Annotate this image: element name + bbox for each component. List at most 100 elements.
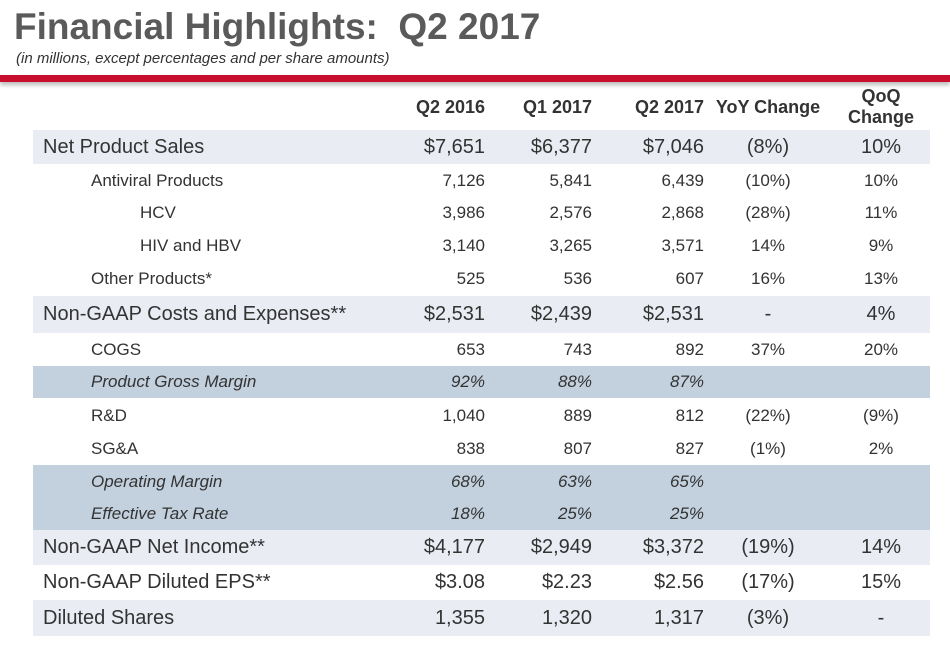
cell: 3,571 <box>661 235 704 255</box>
table-row: R&D 1,040 889 812 (22%) (9%) <box>33 398 930 433</box>
subtitle: (in millions, except percentages and per… <box>16 50 390 67</box>
cell: 807 <box>563 439 592 458</box>
row-label: Antiviral Products <box>91 170 224 190</box>
row-label: Non-GAAP Net Income** <box>33 530 380 565</box>
table-row: Other Products* 525 536 607 16% 13% <box>33 262 930 296</box>
cell: 812 <box>675 405 704 425</box>
table-row: Net Product Sales $7,651 $6,377 $7,046 (8%) 1… <box>33 130 930 164</box>
cell: 6,439 <box>661 170 704 190</box>
cell: - <box>832 600 930 636</box>
cell: 1,355 <box>380 600 485 636</box>
cell <box>832 366 930 398</box>
cell <box>704 366 832 398</box>
cell: 10% <box>832 130 930 164</box>
column-header: Q2 2016 <box>415 96 485 117</box>
table-row: Operating Margin 68% 63% 65% <box>33 465 930 498</box>
row-label: Net Product Sales <box>33 130 380 164</box>
column-header: YoY Change <box>715 96 821 117</box>
table-row: Product Gross Margin 92% 88% 87% <box>33 366 930 398</box>
row-label: SG&A <box>91 439 139 458</box>
row-label: Non-GAAP Diluted EPS** <box>33 565 380 600</box>
cell <box>704 465 832 498</box>
cell: 15% <box>832 565 930 600</box>
cell: 838 <box>456 439 485 458</box>
table-row: Non-GAAP Net Income** $4,177 $2,949 $3,372(… <box>33 530 930 565</box>
cell: 7,126 <box>442 170 485 190</box>
cell: 63% <box>485 465 592 498</box>
cell: (10%) <box>745 170 791 190</box>
cell: $2.56 <box>592 565 704 600</box>
cell: (19%) <box>704 530 832 565</box>
divider <box>0 75 950 82</box>
table: Q2 2016 Q1 2017 Q2 2017 YoY Change QoQ Chang… <box>33 84 930 636</box>
cell: 525 <box>456 269 485 288</box>
cell: 1,040 <box>442 405 485 425</box>
table-row: HCV 3,986 2,576 2,868 (28%) 11% <box>33 197 930 229</box>
cell: 536 <box>563 269 592 288</box>
cell: 9% <box>868 235 894 255</box>
cell: 87% <box>592 366 704 398</box>
cell: (1%) <box>750 439 786 458</box>
cell: $2,531 <box>380 296 485 333</box>
row-label: Diluted Shares <box>33 600 380 636</box>
cell: 1,320 <box>485 600 592 636</box>
cell: 10% <box>863 170 899 190</box>
cell <box>832 465 930 498</box>
cell: (22%) <box>745 405 791 425</box>
cell: 743 <box>563 339 592 359</box>
row-label: HIV and HBV <box>140 235 242 255</box>
cell: 13% <box>863 269 899 288</box>
row-label: HCV <box>140 203 176 222</box>
cell: 68% <box>380 465 485 498</box>
cell: 889 <box>563 405 592 425</box>
cell: 25% <box>592 498 704 530</box>
cell: 5,841 <box>549 170 592 190</box>
row-label: Product Gross Margin <box>33 366 380 398</box>
row-label: COGS <box>91 339 142 359</box>
cell: $7,046 <box>592 130 704 164</box>
cell: 16% <box>750 269 786 288</box>
cell: $2,531 <box>592 296 704 333</box>
table-row: Non-GAAP Costs and Expenses** $2,531 $2,43… <box>33 296 930 333</box>
row-label: Effective Tax Rate <box>33 498 380 530</box>
cell: 3,265 <box>549 235 592 255</box>
cell: 20% <box>863 339 899 359</box>
cell: 2% <box>868 439 894 458</box>
cell: 1,317 <box>592 600 704 636</box>
cell: 92% <box>380 366 485 398</box>
cell: $4,177 <box>380 530 485 565</box>
row-label: Non-GAAP Costs and Expenses** <box>33 296 380 333</box>
cell: $7,651 <box>380 130 485 164</box>
cell: (8%) <box>704 130 832 164</box>
header-row: Q2 2016 Q1 2017 Q2 2017 YoY Change QoQ Chang… <box>33 84 930 130</box>
title: Financial Highlights: Q2 2017 <box>14 6 541 47</box>
cell: (3%) <box>704 600 832 636</box>
cell: $2,949 <box>485 530 592 565</box>
column-header: Q2 2017 <box>634 96 704 117</box>
cell: 827 <box>675 439 704 458</box>
cell: 3,986 <box>442 203 485 222</box>
cell: (28%) <box>745 203 791 222</box>
column-header: QoQ Change <box>847 86 914 127</box>
cell: $2,439 <box>485 296 592 333</box>
cell: 37% <box>750 339 786 359</box>
cell: 65% <box>592 465 704 498</box>
table-row: COGS 653 743 892 37% 20% <box>33 333 930 366</box>
row-label: Other Products* <box>91 269 212 288</box>
cell: $3.08 <box>380 565 485 600</box>
cell: $6,377 <box>485 130 592 164</box>
cell: 4% <box>832 296 930 333</box>
cell: 2,868 <box>661 203 704 222</box>
table-row: Non-GAAP Diluted EPS** $3.08 $2.23 $2.56 (17… <box>33 565 930 600</box>
cell: 14% <box>832 530 930 565</box>
table-row: Antiviral Products 7,126 5,841 6,439 (10%) 10… <box>33 164 930 197</box>
cell: 25% <box>485 498 592 530</box>
cell: 3,140 <box>442 235 485 255</box>
table-row: Diluted Shares 1,355 1,320 1,317 (3%) - <box>33 600 930 636</box>
cell: $2.23 <box>485 565 592 600</box>
cell <box>704 498 832 530</box>
cell: 2,576 <box>549 203 592 222</box>
cell: 14% <box>750 235 786 255</box>
cell: 88% <box>485 366 592 398</box>
